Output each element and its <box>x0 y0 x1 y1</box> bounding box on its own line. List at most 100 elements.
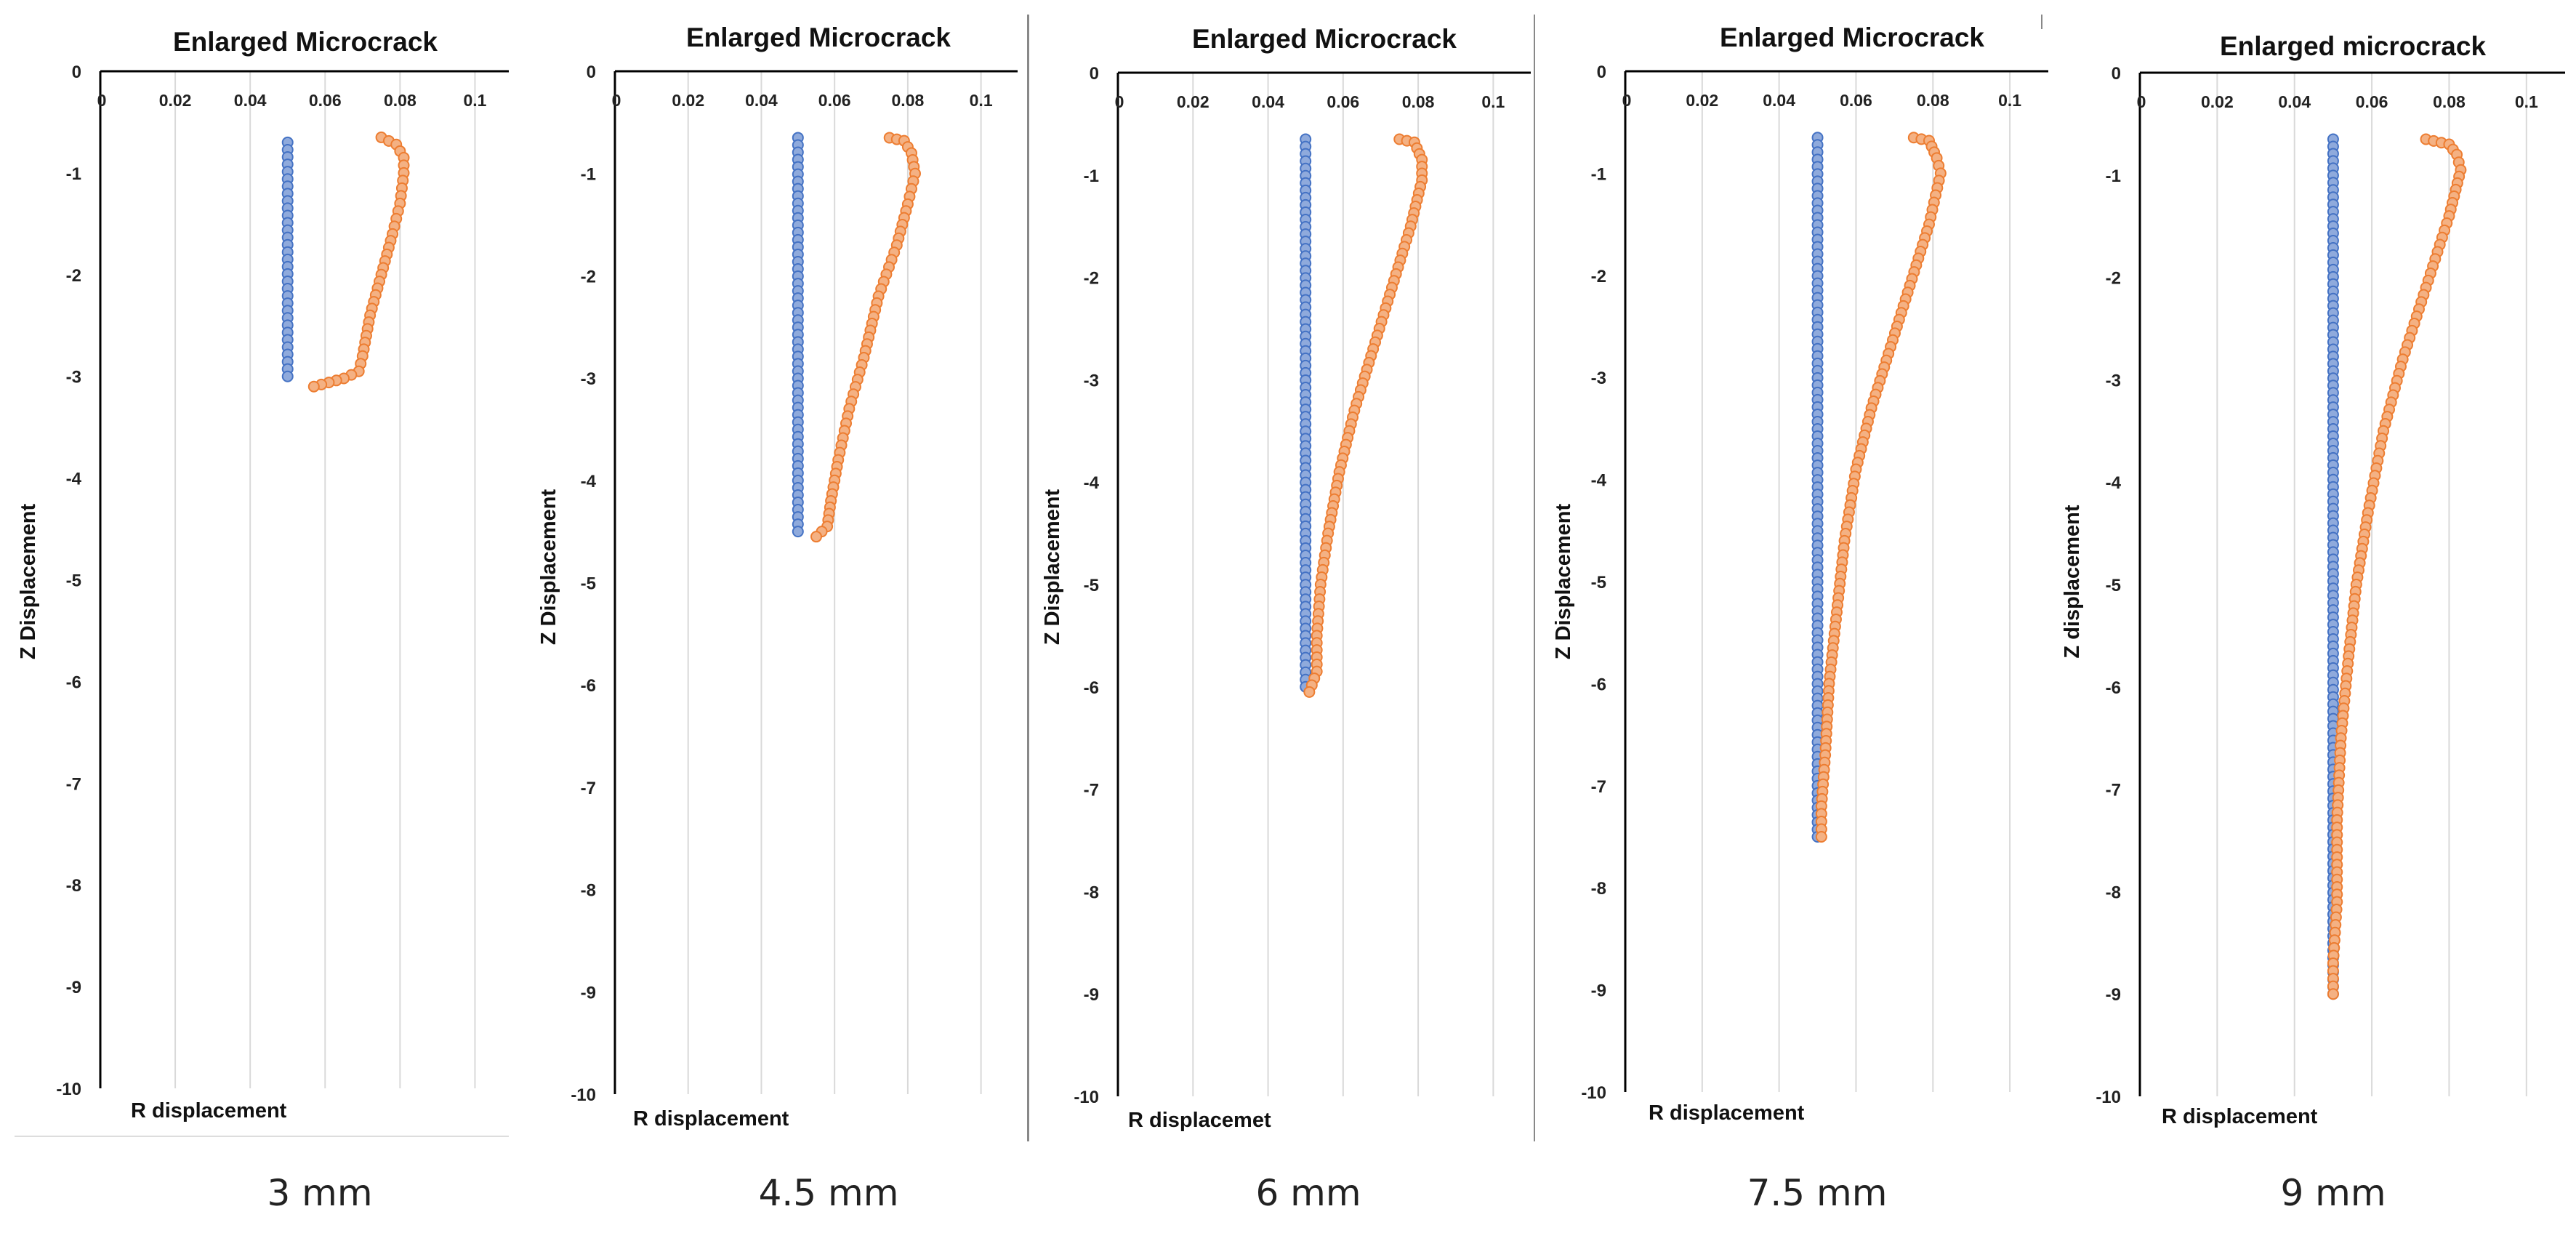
x-axis-label: R displacemet <box>1128 1109 1271 1132</box>
y-axis-label: Z Displacement <box>1552 503 1575 659</box>
y-tick-label: -2 <box>581 267 596 286</box>
scatter-chart-5: Enlarged microcrack 0 0.02 0.04 0.06 0.08 0.1 0… <box>2061 31 2565 1128</box>
x-tick-label: 0.1 <box>463 91 486 110</box>
y-tick-label: -9 <box>1084 985 1099 1005</box>
x-tick-label: 0.04 <box>745 91 778 110</box>
x-tick-label: 0.1 <box>2515 92 2538 111</box>
separator-line <box>1534 15 1535 1141</box>
chart-title: Enlarged microcrack <box>2220 31 2486 61</box>
x-tick-label: 0 <box>2137 92 2146 111</box>
y-tick-label: -5 <box>66 571 81 591</box>
x-axis-label: R displacement <box>131 1099 287 1122</box>
x-tick-label: 0.08 <box>1917 91 1949 110</box>
x-tick-label: 0.08 <box>2433 92 2466 111</box>
orange-data-point <box>2327 988 2339 1000</box>
y-tick-label: -3 <box>1591 369 1606 388</box>
chart-title: Enlarged Microcrack <box>173 27 438 57</box>
caption-7-5mm: 7.5 mm <box>1747 1172 1888 1214</box>
y-tick-label: -9 <box>66 978 81 997</box>
y-tick-label: -4 <box>66 470 82 489</box>
y-tick-label: -5 <box>1084 576 1099 595</box>
y-tick-label: -9 <box>2106 985 2121 1005</box>
y-tick-label: -10 <box>2096 1088 2121 1107</box>
y-tick-label: -3 <box>66 368 81 387</box>
chart-panel-2: Enlarged Microcrack 0 0.02 0.04 0.06 0.08 0.1 0… <box>513 0 1022 1241</box>
y-tick-label: -6 <box>1591 675 1606 694</box>
y-tick-label: -5 <box>1591 573 1606 593</box>
x-tick-label: 0.04 <box>1252 92 1284 111</box>
chart-panel-3: Enlarged Microcrack 0 0.02 0.04 0.06 0.08 0.1 0… <box>1026 0 1535 1241</box>
y-tick-label: -8 <box>581 881 596 901</box>
x-tick-label: 0.1 <box>970 91 993 110</box>
separator-line <box>1027 15 1029 1141</box>
chart-title: Enlarged Microcrack <box>686 23 951 52</box>
y-tick-label: -3 <box>2106 371 2121 390</box>
y-tick-label: -2 <box>1591 267 1606 286</box>
x-tick-label: 0.08 <box>384 91 416 110</box>
y-tick-label: -10 <box>571 1085 596 1105</box>
y-tick-label: -9 <box>581 983 596 1003</box>
x-tick-label: 0.1 <box>1998 91 2021 110</box>
x-tick-label: 0.1 <box>1481 92 1505 111</box>
x-tick-label: 0.04 <box>2278 92 2311 111</box>
y-tick-label: -8 <box>2106 883 2121 902</box>
x-tick-label: 0 <box>97 91 107 110</box>
y-tick-label: 0 <box>2112 64 2121 84</box>
scatter-chart-1: Enlarged Microcrack 0 0.02 0.04 0.06 0.08 0.1 0… <box>17 27 509 1122</box>
y-tick-label: -1 <box>2106 166 2121 186</box>
x-tick-label: 0.06 <box>2356 92 2388 111</box>
y-tick-label: -7 <box>1084 781 1099 800</box>
x-axis-label: R displacement <box>2162 1105 2318 1128</box>
y-tick-label: -8 <box>1084 883 1099 902</box>
caption-4-5mm: 4.5 mm <box>758 1172 899 1214</box>
orange-data-point <box>1815 831 1827 843</box>
y-tick-label: -7 <box>66 774 81 794</box>
y-tick-label: -4 <box>1084 473 1100 493</box>
chart-panel-4: Enlarged Microcrack 0 0.02 0.04 0.06 0.08 0.1 0… <box>1539 0 2048 1241</box>
y-tick-label: -9 <box>1591 981 1606 1001</box>
caption-9mm: 9 mm <box>2280 1172 2386 1214</box>
separator-line <box>2041 15 2042 29</box>
y-tick-label: 0 <box>587 63 596 82</box>
x-tick-label: 0 <box>1115 92 1124 111</box>
x-tick-label: 0.02 <box>672 91 704 110</box>
y-tick-label: -8 <box>1591 879 1606 899</box>
orange-data-point <box>1303 686 1316 698</box>
chart-panel-5: Enlarged microcrack 0 0.02 0.04 0.06 0.08 0.1 0… <box>2053 0 2570 1241</box>
x-tick-label: 0.02 <box>1686 91 1718 110</box>
y-tick-label: 0 <box>72 63 81 82</box>
y-tick-label: -5 <box>2106 576 2121 595</box>
chart-panel-1: Enlarged Microcrack 0 0.02 0.04 0.06 0.08 0.1 0… <box>0 0 509 1241</box>
blue-data-point <box>792 526 804 538</box>
y-axis-label: Z Displacement <box>1041 489 1064 645</box>
y-tick-label: -1 <box>1084 166 1099 186</box>
x-tick-label: 0.06 <box>818 91 851 110</box>
y-tick-label: -6 <box>2106 678 2121 698</box>
y-tick-label: -2 <box>1084 269 1099 289</box>
scatter-chart-4: Enlarged Microcrack 0 0.02 0.04 0.06 0.08 0.1 0… <box>1552 23 2048 1125</box>
y-axis-label: Z Displacement <box>537 489 560 645</box>
y-tick-label: -1 <box>1591 164 1606 184</box>
chart-title: Enlarged Microcrack <box>1192 24 1457 54</box>
x-tick-label: 0.06 <box>309 91 342 110</box>
y-tick-label: -7 <box>581 779 596 798</box>
y-tick-label: -7 <box>2106 781 2121 800</box>
y-tick-label: -6 <box>66 672 81 692</box>
y-tick-label: -4 <box>581 472 597 491</box>
y-tick-label: -3 <box>581 369 596 389</box>
scatter-chart-2: Enlarged Microcrack 0 0.02 0.04 0.06 0.08 0.1 0… <box>537 23 1018 1130</box>
x-tick-label: 0.02 <box>1177 92 1209 111</box>
y-tick-label: -8 <box>66 876 81 896</box>
y-tick-label: 0 <box>1597 63 1606 82</box>
x-tick-label: 0 <box>1622 91 1632 110</box>
chart-title: Enlarged Microcrack <box>1720 23 1984 52</box>
y-tick-label: -1 <box>581 165 596 185</box>
x-tick-label: 0.08 <box>892 91 925 110</box>
scatter-chart-3: Enlarged Microcrack 0 0.02 0.04 0.06 0.08 0.1 0… <box>1041 24 1531 1132</box>
y-tick-label: -1 <box>66 164 81 184</box>
y-axis-label: Z Displacement <box>17 503 40 659</box>
y-tick-label: -2 <box>2106 269 2121 289</box>
y-tick-label: -3 <box>1084 371 1099 390</box>
x-tick-label: 0.02 <box>2201 92 2234 111</box>
y-tick-label: -10 <box>1074 1088 1099 1107</box>
